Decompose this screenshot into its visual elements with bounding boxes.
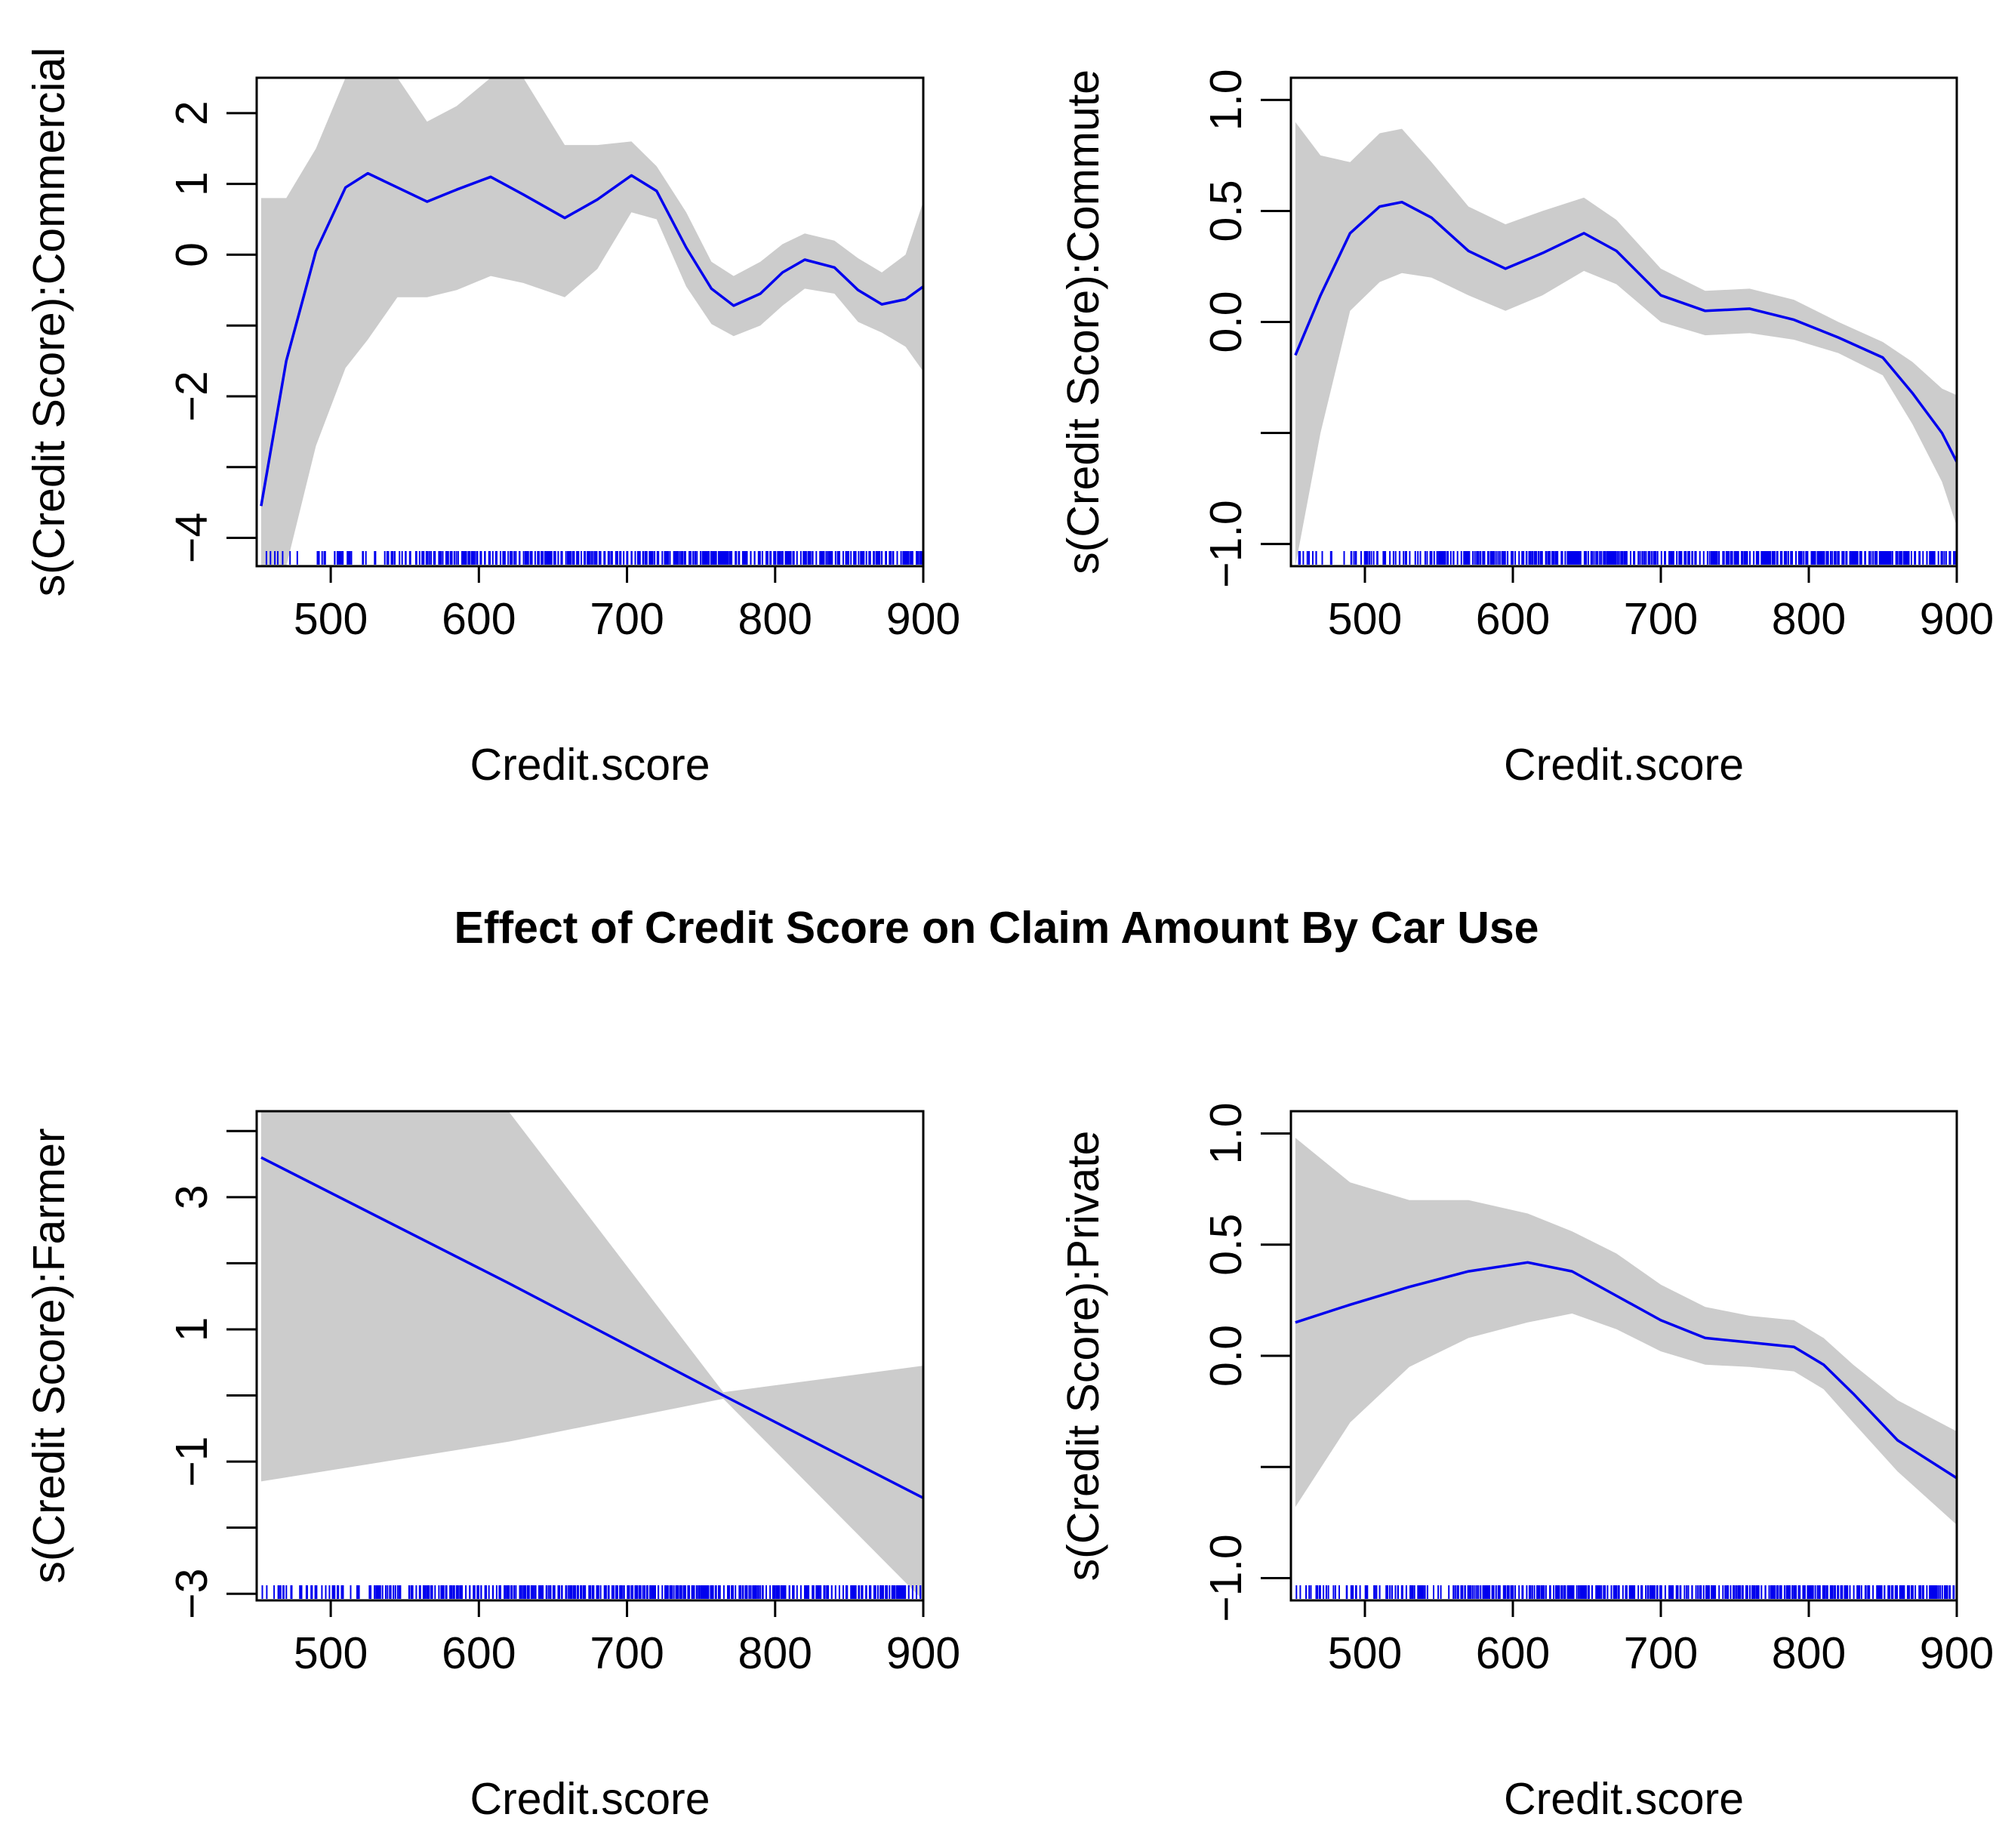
- fit-line-top-right: [1294, 200, 1957, 463]
- x-axis-top-left: 500 600 700 800 900: [294, 565, 960, 644]
- y-axis-bottom-right: −1.0 0.0 0.5 1.0: [1201, 1102, 1292, 1622]
- y-tick-label: 0.5: [1201, 1214, 1251, 1276]
- y-tick-label: 1.0: [1201, 1102, 1251, 1164]
- y-axis-title: s(Credit Score):Private: [1058, 1131, 1108, 1582]
- y-axis-title: s(Credit Score):Farmer: [24, 1128, 74, 1583]
- y-axis-title: s(Credit Score):Commercial: [24, 48, 74, 597]
- x-tick-label: 800: [738, 594, 812, 644]
- y-tick-label: 0: [167, 242, 217, 267]
- y-tick-label: −1.0: [1201, 500, 1251, 587]
- y-tick-label: −2: [167, 371, 217, 421]
- x-tick-label: 900: [886, 1628, 960, 1678]
- y-axis-title: s(Credit Score):Commute: [1058, 69, 1108, 574]
- x-tick-label: 500: [1328, 1628, 1402, 1678]
- y-tick-label: 2: [167, 100, 217, 125]
- panel-top-left: 500 600 700 800 900 Credit.score −4 −2 0 1 2 s(Cred…: [24, 48, 960, 790]
- y-tick-label: −3: [167, 1569, 217, 1619]
- x-tick-label: 700: [590, 1628, 664, 1678]
- x-axis-bottom-right: 500 600 700 800 900: [1328, 1599, 1993, 1678]
- fit-line-bottom-left: [260, 1156, 923, 1499]
- y-axis-top-right: −1.0 0.0 0.5 1.0: [1201, 69, 1292, 588]
- x-axis-title: Credit.score: [1504, 740, 1744, 790]
- y-tick-label: 1: [167, 1317, 217, 1342]
- x-tick-label: 600: [442, 594, 516, 644]
- y-tick-label: 3: [167, 1184, 217, 1209]
- fit-line-bottom-right: [1295, 1261, 1957, 1480]
- x-tick-label: 600: [1476, 1628, 1550, 1678]
- panel-top-right: 500 600 700 800 900 Credit.score −1.0 0.0 0.5 1.0…: [1058, 69, 1993, 790]
- x-tick-label: 700: [590, 594, 664, 644]
- x-tick-label: 500: [294, 1628, 368, 1678]
- x-tick-label: 800: [1772, 1628, 1846, 1678]
- x-tick-label: 700: [1624, 594, 1698, 644]
- x-tick-label: 700: [1624, 1628, 1698, 1678]
- y-tick-label: −1: [167, 1436, 217, 1486]
- y-tick-label: 0.0: [1201, 1325, 1251, 1387]
- rug-top-right: [1298, 551, 1957, 565]
- x-tick-label: 600: [1476, 594, 1550, 644]
- rug-bottom-left: [261, 1585, 923, 1599]
- confidence-band-top-left: [260, 78, 923, 566]
- y-tick-label: 1: [167, 171, 217, 196]
- x-axis-top-right: 500 600 700 800 900: [1328, 565, 1993, 644]
- confidence-band-bottom-right: [1295, 1138, 1957, 1525]
- x-tick-label: 500: [1328, 594, 1402, 644]
- y-tick-label: 0.5: [1201, 180, 1251, 242]
- x-tick-label: 900: [1920, 1628, 1993, 1678]
- x-tick-label: 800: [1772, 594, 1846, 644]
- x-axis-bottom-left: 500 600 700 800 900: [294, 1599, 960, 1678]
- x-tick-label: 900: [886, 594, 960, 644]
- y-tick-label: 0.0: [1201, 291, 1251, 353]
- panel-bottom-right: 500 600 700 800 900 Credit.score −1.0 0.0 0.5 1.0…: [1058, 1102, 1993, 1824]
- x-axis-title: Credit.score: [1504, 1774, 1744, 1824]
- y-tick-label: −1.0: [1201, 1534, 1251, 1622]
- y-axis-bottom-left: −3 −1 1 3: [167, 1129, 258, 1619]
- confidence-band-bottom-left: [260, 1111, 923, 1600]
- rug-top-left: [265, 551, 923, 565]
- y-axis-top-left: −4 −2 0 1 2: [167, 100, 258, 563]
- confidence-band-top-right: [1295, 122, 1957, 566]
- y-tick-label: 1.0: [1201, 69, 1251, 131]
- rug-bottom-right: [1295, 1585, 1957, 1599]
- main-title: Effect of Credit Score on Claim Amount B…: [454, 903, 1539, 953]
- x-tick-label: 600: [442, 1628, 516, 1678]
- x-tick-label: 900: [1920, 594, 1993, 644]
- x-axis-title: Credit.score: [470, 740, 710, 790]
- x-tick-label: 500: [294, 594, 368, 644]
- x-tick-label: 800: [738, 1628, 812, 1678]
- y-tick-label: −4: [167, 513, 217, 563]
- x-axis-title: Credit.score: [470, 1774, 710, 1824]
- panel-bottom-left: 500 600 700 800 900 Credit.score −3 −1 1 3 s(Credi…: [24, 1110, 960, 1824]
- fit-line-top-left: [260, 171, 923, 507]
